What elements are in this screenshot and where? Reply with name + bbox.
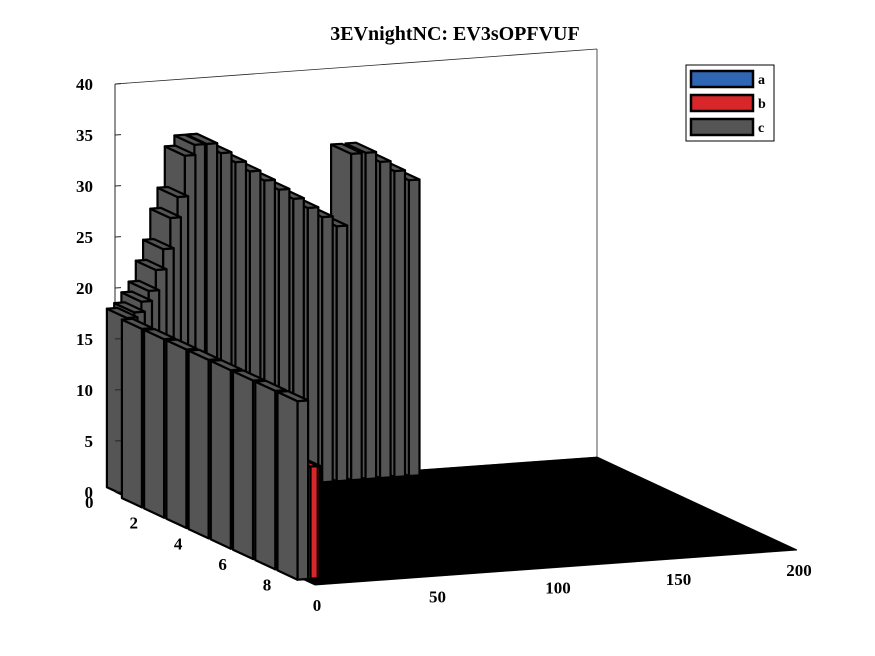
bar-face-top: [120, 317, 154, 330]
y-tick-label: 0: [85, 493, 94, 512]
z-tick-label: 15: [76, 330, 93, 349]
bar-face-top: [142, 237, 175, 251]
bar-face-left: [120, 318, 143, 509]
x-tick-label: 50: [429, 587, 446, 606]
bar-face-top: [149, 206, 182, 220]
bar-face-front: [350, 152, 363, 482]
bar-c-36: [276, 390, 310, 581]
back-top-edge: [114, 48, 598, 85]
bar-face-top: [330, 142, 363, 155]
z-tick-label: 5: [85, 432, 94, 451]
bar-face-left: [231, 370, 255, 561]
bar-face-top: [165, 338, 199, 351]
bar-face-front: [364, 150, 378, 481]
bar-face-top: [254, 379, 287, 392]
legend-swatch-a: [689, 69, 755, 89]
z-tick-label: 25: [76, 228, 93, 247]
bar-face-top: [134, 258, 168, 272]
legend-swatch-c: [689, 117, 755, 137]
bar-face-front: [407, 178, 421, 478]
legend: abc: [685, 64, 775, 142]
x-tick-label: 150: [666, 570, 692, 589]
z-tick-label: 30: [76, 177, 93, 196]
bar-face-left: [165, 339, 188, 530]
y-tick-label: 4: [174, 534, 183, 553]
bar-face-front: [378, 160, 392, 480]
x-tick-label: 200: [786, 561, 812, 580]
bar-face-left: [143, 328, 166, 519]
bar-face-front: [306, 206, 320, 485]
bar-face-left: [209, 359, 232, 550]
bar-face-top: [120, 290, 154, 303]
bar-face-left: [187, 349, 210, 540]
bar-face-top: [113, 301, 146, 314]
bar-face-top: [187, 348, 221, 361]
bar-series: [105, 132, 421, 581]
bar-face-top: [276, 390, 310, 403]
z-tick-label: 40: [76, 75, 93, 94]
bar-face-left: [276, 390, 299, 581]
tick-labels: 0 5 10 15 20 25 30 35 40 0 2 4 6 8 0 50 100 150 200: [76, 75, 812, 615]
y-tick-label: 6: [218, 555, 227, 574]
legend-label-c: c: [758, 121, 764, 136]
y-tick-label: 8: [263, 576, 272, 595]
z-tick-label: 20: [76, 279, 93, 298]
bar-face-front: [296, 399, 310, 581]
bar-face-top: [163, 144, 197, 157]
bar-face-top: [344, 141, 378, 154]
bar-face-left: [254, 380, 277, 571]
bar-face-top: [105, 306, 139, 320]
bar-face-top: [143, 328, 176, 341]
bar-face-top: [173, 133, 207, 146]
bar-face-front: [321, 215, 334, 484]
z-tick-label: 35: [76, 126, 93, 145]
y-tick-label: 2: [129, 514, 138, 533]
bar-face-top: [127, 279, 161, 292]
legend-label-a: a: [758, 73, 765, 88]
bar-face-top: [156, 185, 190, 199]
legend-label-b: b: [758, 97, 766, 112]
bar-face-front: [393, 169, 407, 479]
x-tick-label: 0: [313, 596, 322, 615]
chart-title: 3EVnightNC: EV3sOPFVUF: [330, 23, 579, 45]
bar-face-front: [335, 224, 349, 483]
bar-face-top: [231, 369, 265, 382]
z-tick-label: 10: [76, 381, 93, 400]
x-tick-label: 100: [545, 579, 571, 598]
bar-face-top: [209, 359, 243, 372]
z-tick-label: 0: [85, 483, 94, 502]
legend-swatch-b: [689, 93, 755, 113]
